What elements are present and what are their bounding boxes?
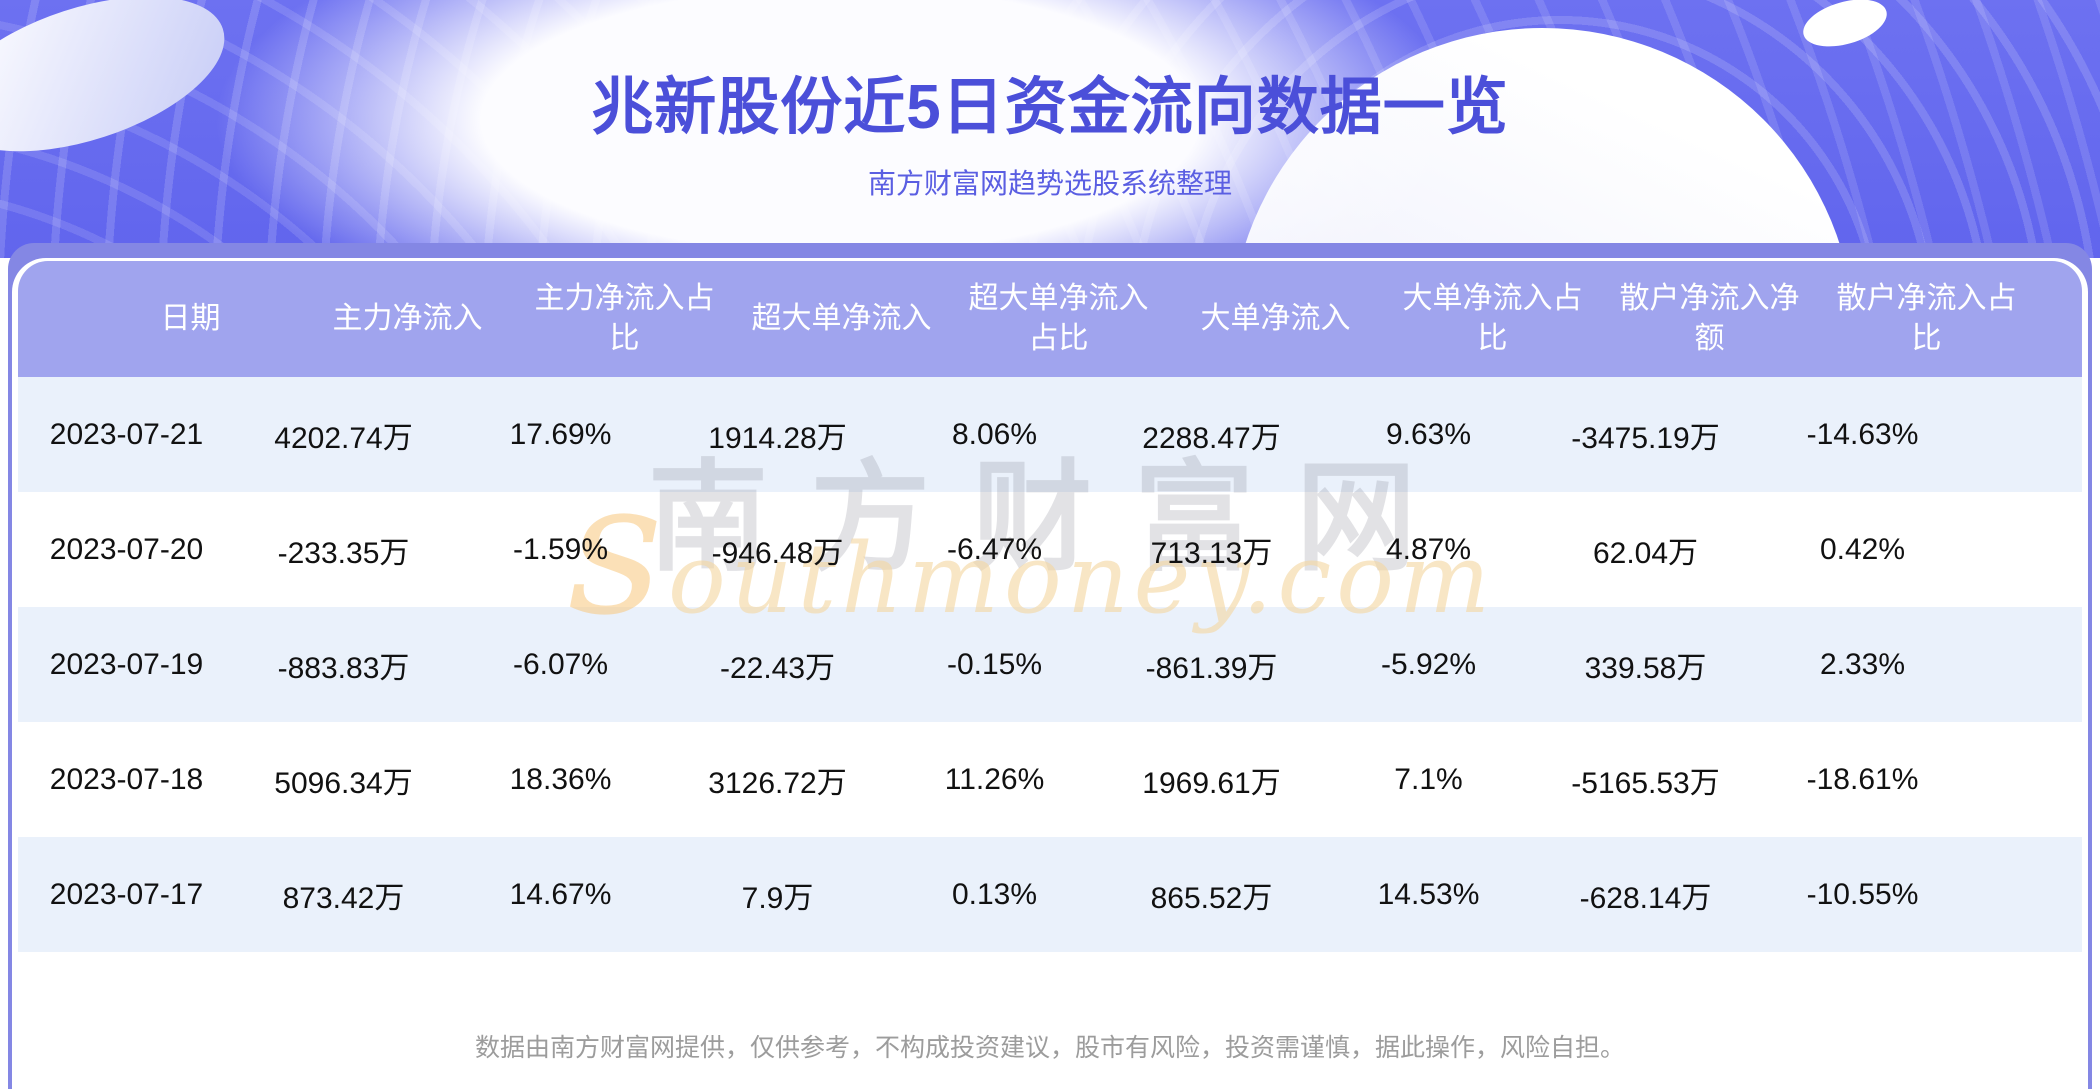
table-cell: 8.06% [951,417,1038,451]
column-header-2: 主力净流入 [332,301,483,335]
table-cell: 4.87% [1385,532,1472,566]
table-cell: 3126.72万 [708,766,847,800]
column-header-6: 大单净流入 [1200,301,1351,335]
decor-pill-right [1797,0,1893,56]
table-card: 日期 主力净流入 主力净流入占比 超大单净流入 超大单净流入占比 大单净流入 大单净流入占比… [12,258,2088,1089]
page-subtitle: 南方财富网趋势选股系统整理 [867,168,1232,199]
table-cell: -628.14万 [1579,881,1712,915]
table-cell: -946.48万 [711,536,844,570]
table-cell: -18.61% [1806,762,1919,796]
table-cell: -5.92% [1380,647,1477,681]
column-header-7: 大单净流入占比 [1402,281,1583,356]
table-cell: 11.26% [944,762,1045,796]
table-cell: 14.67% [509,877,612,911]
table-cell: -14.63% [1806,417,1919,451]
table-cell: 7.9万 [741,881,814,915]
disclaimer-text: 数据由南方财富网提供，仅供参考，不构成投资建议，股市有风险，投资需谨慎，据此操作… [474,1034,1625,1062]
table-cell: 2023-07-20 [49,532,204,566]
table-cell: 865.52万 [1150,881,1273,915]
table-header-row: 日期 主力净流入 主力净流入占比 超大单净流入 超大单净流入占比 大单净流入 大单净流入占比… [18,261,2082,377]
column-header-5: 超大单净流入占比 [968,281,1149,356]
table-cell: -6.47% [946,532,1043,566]
table-cell: -1.59% [512,532,609,566]
table-cell: 9.63% [1385,417,1472,451]
table-cell: 1914.28万 [708,421,847,455]
table-cell: 18.36% [509,762,612,796]
table-row: 2023-07-21 4202.74万 17.69% 1914.28万 8.06% 228… [18,377,2082,492]
table-cell: -22.43万 [719,651,836,685]
table-cell: 0.42% [1819,532,1906,566]
table-cell: -861.39万 [1145,651,1278,685]
page-title: 兆新股份近5日资金流向数据一览 [591,73,1509,142]
table-row: 2023-07-19 -883.83万 -6.07% -22.43万 -0.15% -86… [18,607,2082,722]
table-cell: -233.35万 [277,536,410,570]
table-cell: 339.58万 [1584,651,1707,685]
column-header-3: 主力净流入占比 [534,281,715,356]
table-cell: 2023-07-18 [49,762,204,796]
table-cell: 1969.61万 [1142,766,1281,800]
table-cell: 17.69% [509,417,612,451]
column-header-8: 散户净流入净额 [1619,281,1800,356]
table-cell: 7.1% [1394,762,1463,796]
column-header-9: 散户净流入占比 [1836,281,2017,356]
table-cell: -3475.19万 [1571,421,1720,455]
column-header-1: 日期 [160,301,221,335]
table-cell: 2023-07-19 [49,647,204,681]
table-cell: 14.53% [1377,877,1480,911]
table-cell: -10.55% [1806,877,1919,911]
table-cell: 2.33% [1819,647,1906,681]
table-cell: 873.42万 [282,881,405,915]
table-cell: 62.04万 [1592,536,1699,570]
table-cell: -883.83万 [277,651,410,685]
table-body: 南方财富网 southmoney.com 2023-07-21 4202.74万 1… [18,377,2082,952]
table-cell: 2288.47万 [1142,421,1281,455]
column-header-4: 超大单净流入 [751,301,932,335]
table-card-band: 日期 主力净流入 主力净流入占比 超大单净流入 超大单净流入占比 大单净流入 大单净流入占比… [8,243,2092,1089]
table-cell: 2023-07-17 [49,877,204,911]
table-cell: 713.13万 [1150,536,1273,570]
table-row: 2023-07-18 5096.34万 18.36% 3126.72万 11.26% 19… [18,722,2082,837]
table-cell: 2023-07-21 [49,417,204,451]
table-cell: 5096.34万 [274,766,413,800]
table-cell: -0.15% [946,647,1043,681]
table-cell: -6.07% [512,647,609,681]
banner: 兆新股份近5日资金流向数据一览 南方财富网趋势选股系统整理 [0,0,2100,258]
table-cell: -5165.53万 [1571,766,1720,800]
table-row: 2023-07-17 873.42万 14.67% 7.9万 0.13% 865.52万 1… [18,837,2082,952]
table-row: 2023-07-20 -233.35万 -1.59% -946.48万 -6.47% 71… [18,492,2082,607]
table-cell: 4202.74万 [274,421,413,455]
table-cell: 0.13% [951,877,1038,911]
